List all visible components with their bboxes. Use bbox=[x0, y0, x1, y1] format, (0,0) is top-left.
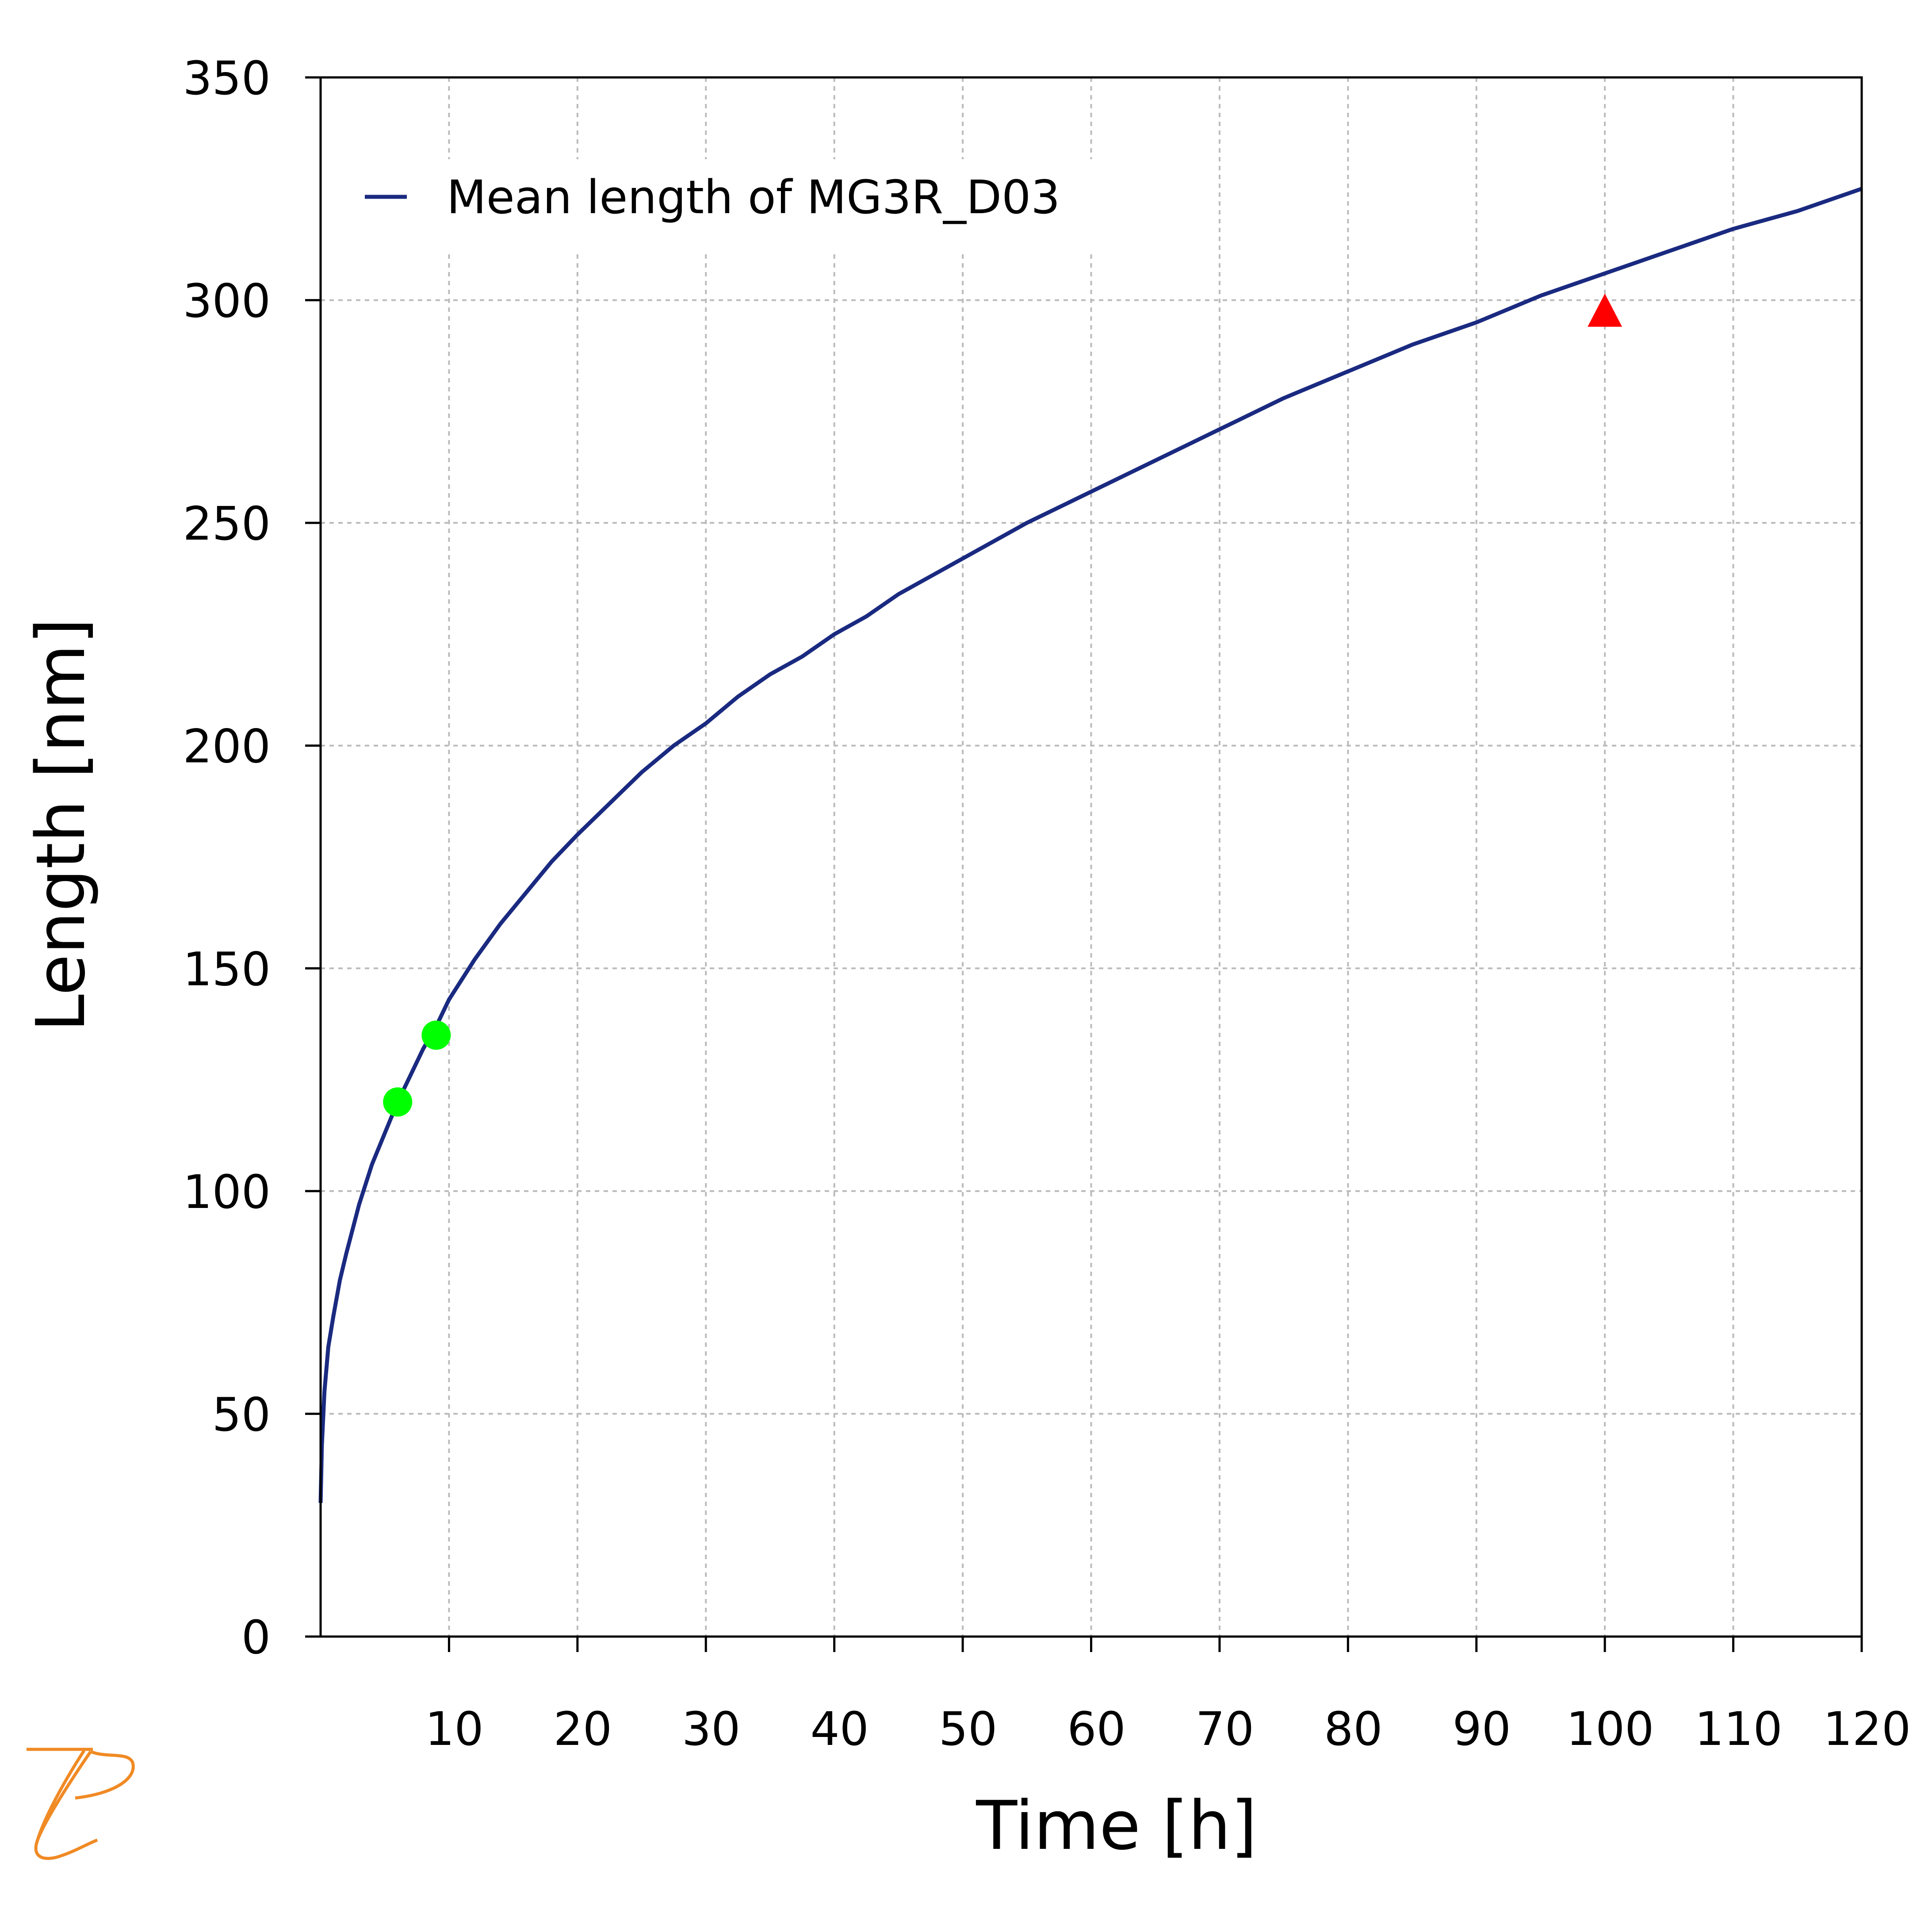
x-tick-label: 40 bbox=[810, 1702, 868, 1756]
ticks: 10 20 30 40 50 60 70 80 90 100 110 120 0 50 100 150 200 2… bbox=[183, 51, 1911, 1756]
x-tick-label: 110 bbox=[1695, 1702, 1783, 1756]
grid bbox=[321, 77, 1862, 1637]
y-tick-label: 0 bbox=[241, 1610, 271, 1664]
x-tick-label: 20 bbox=[554, 1702, 612, 1756]
x-tick-label: 120 bbox=[1823, 1702, 1911, 1756]
thermo-calc-logo bbox=[27, 1748, 135, 1860]
x-tick-label: 70 bbox=[1196, 1702, 1254, 1756]
x-tick-label: 10 bbox=[425, 1702, 483, 1756]
x-tick-label: 90 bbox=[1453, 1702, 1511, 1756]
x-axis-title: Time [h] bbox=[976, 1786, 1257, 1865]
y-tick-label: 50 bbox=[212, 1388, 271, 1441]
y-tick-label: 100 bbox=[183, 1165, 271, 1219]
x-tick-label: 60 bbox=[1067, 1702, 1125, 1756]
y-tick-label: 250 bbox=[183, 497, 271, 551]
data-point-circle bbox=[421, 1020, 451, 1050]
series-line bbox=[318, 187, 1863, 1503]
y-tick-label: 300 bbox=[183, 274, 271, 328]
series-layer bbox=[318, 187, 1863, 1503]
legend-background bbox=[349, 159, 1145, 252]
data-point-triangle bbox=[1588, 293, 1622, 327]
legend-label: Mean length of MG3R_D03 bbox=[447, 170, 1060, 224]
x-tick-label: 30 bbox=[682, 1702, 740, 1756]
legend: Mean length of MG3R_D03 bbox=[349, 159, 1145, 252]
data-point-circle bbox=[383, 1087, 413, 1117]
x-tick-label: 100 bbox=[1566, 1702, 1654, 1756]
y-tick-label: 150 bbox=[183, 942, 271, 996]
y-tick-label: 200 bbox=[183, 720, 271, 774]
x-tick-label: 80 bbox=[1324, 1702, 1382, 1756]
y-tick-label: 350 bbox=[183, 51, 271, 105]
x-tick-label: 50 bbox=[939, 1702, 997, 1756]
y-axis-title: Length [nm] bbox=[22, 618, 100, 1032]
